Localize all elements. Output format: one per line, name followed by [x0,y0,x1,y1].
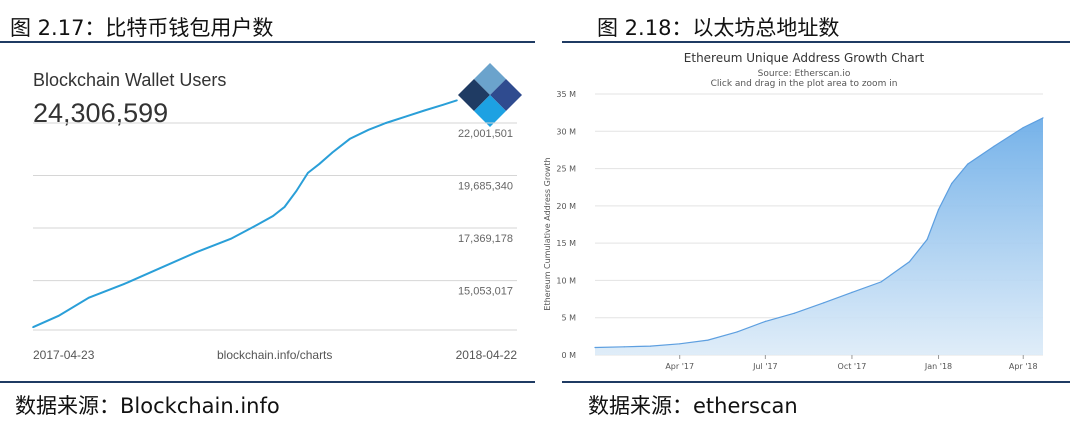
data-point-17 [406,115,408,117]
data-point-0 [32,326,34,328]
data-point-13 [331,151,334,154]
eth-y-tick-0: 35 M [556,90,576,99]
bottom-rule-left [0,381,535,383]
eth-data-point-11 [908,261,910,263]
data-point-3 [123,283,125,285]
wallet-users-series-line [32,99,458,329]
y-tick-label-3: 15,053,017 [458,286,513,298]
data-point-10 [295,190,298,192]
data-point-8 [272,215,274,217]
eth-data-point-18 [1042,117,1044,119]
eth-data-point-2 [649,345,652,347]
data-point-9 [283,206,286,208]
eth-x-tick-2: Oct '17 [838,362,867,371]
data-point-5 [195,251,197,254]
data-point-1 [57,315,60,317]
source-note-left: 数据来源：Blockchain.info [15,394,280,418]
data-point-7 [255,224,258,226]
data-point-19 [442,104,444,106]
eth-data-point-1 [623,346,625,348]
wallet-users-chart: Blockchain Wallet Users 24,306,599 22,00… [32,63,522,362]
blockchain-diamond-logo [458,63,522,127]
eth-y-tick-5: 10 M [556,276,576,285]
x-start-label: 2017-04-23 [33,348,95,362]
bottom-rule-right [562,381,1070,383]
eth-y-tick-2: 25 M [556,165,576,174]
top-rule-right [562,41,1070,43]
eth-x-tick-3: Jan '18 [924,362,952,371]
x-end-label: 2018-04-22 [456,348,518,362]
eth-x-tick-4: Apr '18 [1009,362,1038,371]
eth-y-tick-7: 0 M [561,351,576,360]
chart-subtitle-zoom: Click and drag in the plot area to zoom … [711,79,898,89]
chart-title-ethereum: Ethereum Unique Address Growth Chart [684,51,925,65]
eth-data-point-5 [736,331,738,333]
eth-data-point-13 [937,209,940,211]
eth-y-tick-3: 20 M [556,202,576,211]
figure-title-right: 图 2.18：以太坊总地址数 [597,16,840,40]
eth-data-point-8 [823,302,825,304]
eth-data-point-14 [951,182,953,185]
data-point-20 [456,99,458,102]
eth-data-point-6 [764,320,766,322]
data-point-16 [385,122,387,124]
eth-y-tick-1: 30 M [556,127,576,136]
data-point-4 [159,267,161,270]
chart-title-wallet: Blockchain Wallet Users [33,70,226,90]
eth-data-point-16 [993,145,995,147]
eth-data-point-0 [594,346,596,349]
data-point-12 [318,163,321,165]
data-point-6 [230,237,232,240]
eth-data-point-17 [1022,127,1024,129]
eth-data-point-4 [707,339,709,341]
chart-subtitle-source: Source: Etherscan.io [758,69,851,79]
eth-y-tick-6: 5 M [561,314,576,323]
eth-data-point-12 [926,238,928,240]
data-point-14 [349,138,351,140]
y-tick-label-2: 17,369,178 [458,233,513,245]
y-tick-label-1: 19,685,340 [458,181,513,193]
figure-title-left: 图 2.17：比特币钱包用户数 [10,16,274,40]
eth-x-tick-0: Apr '17 [665,362,694,371]
top-rule-left [0,41,535,43]
eth-data-point-9 [851,291,853,293]
source-note-right: 数据来源：etherscan [588,394,798,418]
data-point-15 [367,128,370,131]
address-growth-area [595,117,1043,356]
data-point-11 [307,172,309,174]
y-axis-label: Ethereum Cumulative Address Growth [543,157,552,310]
chart-credit: blockchain.info/charts [217,348,332,362]
eth-data-point-10 [880,281,882,283]
eth-y-tick-4: 15 M [556,239,576,248]
eth-x-tick-1: Jul '17 [752,362,778,371]
headline-value: 24,306,599 [33,98,168,128]
data-point-2 [88,296,90,299]
eth-data-point-15 [967,163,969,165]
ethereum-address-chart: Ethereum Unique Address Growth Chart Sou… [543,51,1044,371]
eth-data-point-7 [793,312,796,314]
y-tick-label-0: 22,001,501 [458,128,513,140]
data-point-18 [423,109,426,112]
eth-data-point-3 [679,343,681,345]
